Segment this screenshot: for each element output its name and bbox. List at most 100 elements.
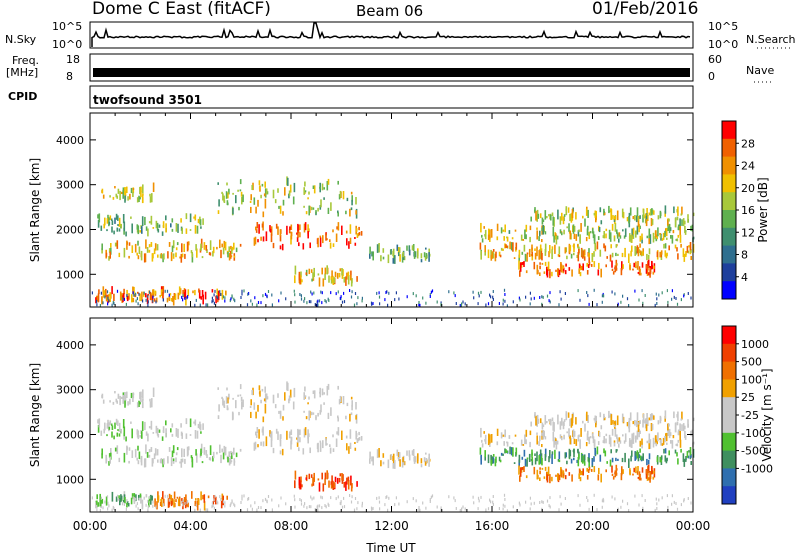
echo-cell [314, 508, 316, 511]
echo-cell [652, 476, 655, 480]
echo-cell [490, 249, 492, 259]
echo-cell [213, 506, 215, 510]
echo-cell [664, 455, 667, 462]
echo-cell [306, 506, 308, 510]
echo-cell [588, 453, 590, 460]
echo-cell [521, 467, 524, 470]
echo-cell [118, 457, 121, 463]
echo-cell [580, 428, 582, 437]
echo-cell [207, 495, 210, 499]
echo-cell [170, 494, 173, 505]
echo-cell [201, 461, 204, 464]
echo-cell [260, 194, 262, 199]
echo-cell [684, 436, 687, 440]
echo-cell [308, 396, 310, 400]
echo-cell [338, 399, 341, 405]
echo-cell [577, 230, 580, 237]
echo-cell [112, 196, 115, 200]
echo-cell [611, 252, 614, 258]
echo-cell [422, 296, 424, 300]
echo-cell [117, 215, 119, 221]
echo-cell [158, 429, 161, 433]
echo-cell [253, 237, 256, 246]
echo-cell [150, 215, 153, 225]
echo-cell [568, 428, 570, 437]
echo-cell [349, 480, 352, 486]
echo-cell [95, 297, 97, 304]
echo-cell [663, 448, 665, 454]
echo-cell [334, 271, 337, 278]
echo-cell [649, 473, 651, 483]
echo-cell [593, 234, 596, 245]
echo-cell [110, 247, 112, 255]
echo-cell [679, 218, 681, 226]
echo-cell [477, 291, 480, 295]
echo-cell [137, 240, 139, 246]
echo-cell [613, 442, 616, 447]
echo-cell [416, 250, 419, 259]
freq-frame [89, 53, 694, 82]
echo-cell [666, 237, 668, 240]
echo-cell [202, 423, 204, 430]
echo-cell [523, 466, 525, 472]
echo-cell [659, 438, 661, 440]
echo-cell [616, 468, 618, 471]
echo-cell [406, 500, 408, 504]
echo-cell [519, 262, 522, 272]
echo-cell [611, 260, 613, 268]
echo-cell [635, 435, 637, 443]
echo-cell [490, 229, 493, 238]
echo-cell [575, 417, 577, 425]
echo-cell [615, 244, 618, 248]
echo-cell [455, 302, 457, 305]
echo-cell [590, 264, 593, 267]
echo-cell [324, 299, 326, 302]
echo-cell [578, 229, 580, 233]
echo-cell [390, 454, 392, 460]
echo-cell [682, 423, 685, 432]
echo-cell [570, 418, 573, 428]
echo-cell [349, 429, 352, 439]
echo-cell [138, 497, 140, 501]
echo-cell [629, 412, 632, 421]
echo-cell [322, 483, 325, 492]
echo-cell [531, 244, 533, 253]
echo-cell [583, 256, 586, 261]
echo-cell [587, 430, 589, 436]
echo-cell [124, 395, 126, 401]
echo-cell [622, 229, 624, 232]
echo-cell [287, 177, 289, 186]
echo-cell [132, 496, 134, 500]
echo-cell [255, 206, 257, 214]
echo-cell [487, 454, 490, 464]
echo-cell [343, 481, 346, 488]
echo-cell [173, 293, 176, 300]
echo-cell [141, 291, 143, 302]
echo-cell [629, 438, 631, 446]
echo-cell [107, 296, 109, 300]
echo-cell [126, 445, 128, 455]
echo-cell [636, 450, 639, 459]
echo-cell [425, 452, 427, 455]
freq-panel: Freq. [MHz] 18 8 60 0 Nave [6, 53, 774, 83]
echo-cell [152, 432, 155, 434]
echo-cell [633, 467, 635, 473]
echo-cell [675, 238, 678, 241]
echo-cell [356, 302, 358, 306]
echo-cell [119, 190, 121, 201]
echo-cell [246, 303, 249, 307]
echo-cell [472, 290, 474, 294]
echo-cell [287, 382, 289, 391]
echo-cell [258, 180, 261, 186]
echo-cell [358, 226, 360, 231]
echo-cell [626, 502, 629, 506]
echo-cell [282, 199, 285, 206]
echo-cell [114, 186, 116, 189]
echo-cell [582, 455, 584, 463]
echo-cell [525, 439, 527, 445]
echo-cell [644, 418, 647, 421]
echo-cell [345, 481, 347, 491]
echo-cell [230, 255, 233, 258]
